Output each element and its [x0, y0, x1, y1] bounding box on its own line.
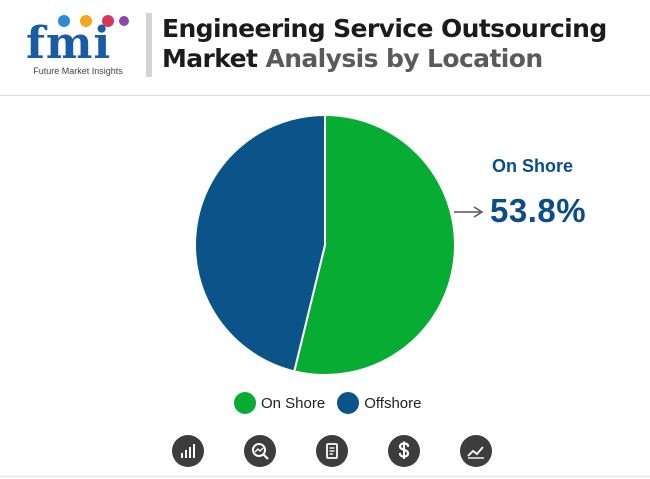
- report-document-icon: [316, 435, 348, 467]
- legend-item-offshore: Offshore: [337, 392, 421, 414]
- page-title: Engineering Service Outsourcing Market A…: [162, 14, 607, 74]
- dollar-icon: [388, 435, 420, 467]
- logo-letters: fmi: [26, 18, 112, 69]
- header: fmi Future Market Insights Engineering S…: [0, 0, 650, 94]
- legend-label-on-shore: On Shore: [261, 394, 326, 412]
- fmi-logo: fmi Future Market Insights: [22, 10, 134, 78]
- header-rule: [0, 95, 650, 96]
- callout-label: On Shore: [492, 156, 574, 176]
- callout-arrow-icon: [454, 206, 484, 218]
- pie-slice-on-shore: [293, 113, 456, 376]
- magnifier-chart-icon: [244, 435, 276, 467]
- bottom-rule: [0, 476, 650, 477]
- title-line-1: Engineering Service Outsourcing: [162, 14, 607, 43]
- bar-chart-icon: [172, 435, 204, 467]
- legend-label-offshore: Offshore: [364, 394, 422, 412]
- title-line-2-bold: Market: [162, 44, 258, 73]
- title-divider: [146, 13, 152, 77]
- callout-value: 53.8%: [490, 192, 587, 229]
- logo-tagline: Future Market Insights: [33, 66, 123, 76]
- pie-chart: [194, 113, 456, 376]
- legend-swatch-offshore: [337, 392, 360, 414]
- footer-icons: [172, 435, 492, 469]
- title-line-2-rest: Analysis by Location: [257, 44, 543, 73]
- legend-swatch-on-shore: [234, 392, 256, 414]
- chart-legend: On Shore Offshore: [234, 391, 433, 415]
- pie-slice-offshore: [194, 113, 326, 373]
- legend-item-on-shore: On Shore: [234, 392, 325, 414]
- logo-decoration-icon: [58, 15, 129, 27]
- line-chart-icon: [460, 435, 492, 467]
